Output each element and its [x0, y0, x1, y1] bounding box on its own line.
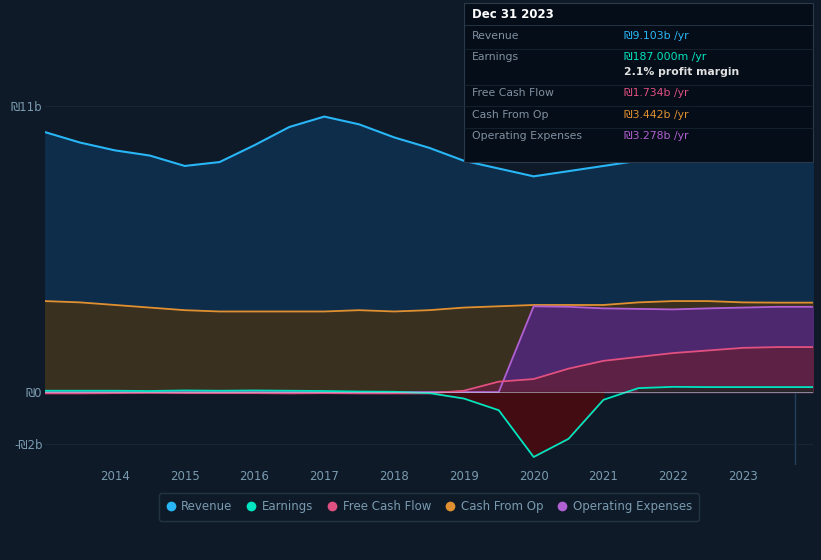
- Text: Dec 31 2023: Dec 31 2023: [472, 8, 554, 21]
- Text: ₪187.000m /yr: ₪187.000m /yr: [624, 53, 706, 63]
- Text: Earnings: Earnings: [472, 53, 519, 63]
- Text: ₪3.442b /yr: ₪3.442b /yr: [624, 110, 689, 120]
- Text: ₪1.734b /yr: ₪1.734b /yr: [624, 88, 689, 99]
- Text: Revenue: Revenue: [472, 31, 520, 41]
- Text: Cash From Op: Cash From Op: [472, 110, 548, 120]
- Text: ₪3.278b /yr: ₪3.278b /yr: [624, 131, 689, 141]
- Legend: Revenue, Earnings, Free Cash Flow, Cash From Op, Operating Expenses: Revenue, Earnings, Free Cash Flow, Cash …: [158, 493, 699, 521]
- Text: 2.1% profit margin: 2.1% profit margin: [624, 67, 739, 77]
- Text: ₪9.103b /yr: ₪9.103b /yr: [624, 31, 689, 41]
- Text: Operating Expenses: Operating Expenses: [472, 131, 582, 141]
- Text: Free Cash Flow: Free Cash Flow: [472, 88, 554, 99]
